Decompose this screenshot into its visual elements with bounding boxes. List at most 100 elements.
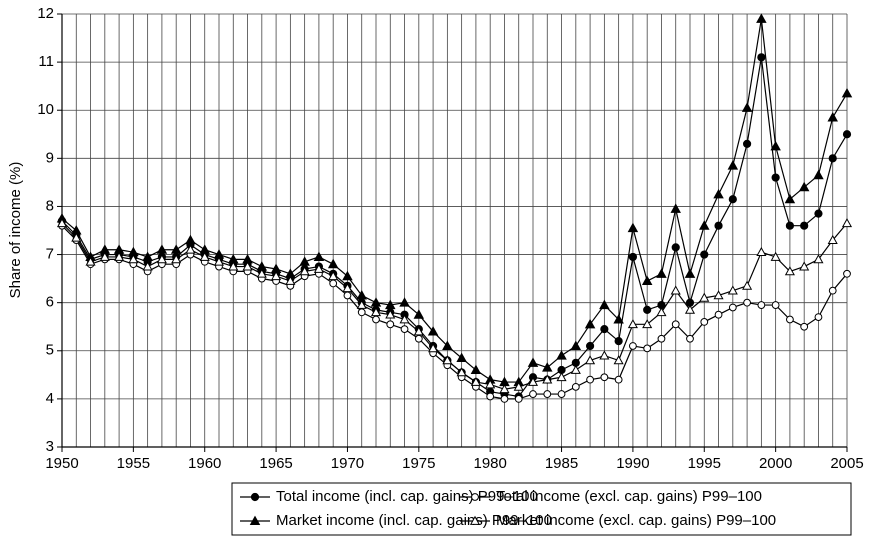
point bbox=[556, 350, 567, 360]
point bbox=[399, 314, 410, 324]
point bbox=[784, 266, 795, 276]
point bbox=[814, 209, 823, 218]
point bbox=[385, 299, 396, 310]
point bbox=[828, 286, 837, 295]
point bbox=[128, 254, 139, 264]
legend: Total income (incl. cap. gains) P99–100T… bbox=[231, 482, 852, 536]
point bbox=[470, 364, 482, 375]
point bbox=[313, 263, 324, 273]
y-tick-label: 3 bbox=[46, 438, 54, 455]
point bbox=[757, 301, 766, 309]
point bbox=[299, 266, 310, 276]
point bbox=[542, 374, 553, 384]
point bbox=[414, 334, 423, 343]
point bbox=[556, 372, 567, 382]
point bbox=[342, 283, 353, 293]
point bbox=[813, 254, 824, 264]
point bbox=[413, 309, 425, 319]
point bbox=[629, 342, 637, 350]
point bbox=[313, 251, 325, 261]
x-tick-label: 2000 bbox=[759, 455, 792, 472]
point bbox=[827, 112, 838, 122]
point bbox=[700, 250, 709, 259]
point bbox=[343, 291, 352, 300]
point bbox=[142, 251, 153, 261]
point bbox=[670, 285, 681, 295]
point bbox=[684, 268, 696, 278]
point bbox=[770, 140, 781, 151]
point bbox=[585, 355, 596, 365]
point bbox=[641, 275, 653, 286]
point bbox=[256, 268, 267, 278]
point bbox=[827, 234, 838, 244]
point bbox=[798, 181, 810, 192]
point bbox=[329, 279, 338, 288]
x-tick-label: 1965 bbox=[259, 455, 292, 472]
point bbox=[799, 261, 810, 271]
point bbox=[427, 326, 439, 336]
point bbox=[242, 261, 253, 271]
point bbox=[399, 297, 410, 307]
legend-marker bbox=[249, 515, 261, 526]
legend-label: Market income (incl. cap. gains) P99–100 bbox=[276, 512, 552, 529]
point bbox=[570, 364, 581, 374]
point bbox=[85, 256, 96, 266]
point bbox=[285, 275, 296, 285]
point bbox=[828, 154, 837, 163]
point bbox=[456, 352, 467, 363]
point bbox=[442, 340, 453, 350]
point bbox=[513, 381, 524, 391]
point bbox=[400, 325, 409, 334]
point bbox=[800, 221, 809, 230]
point bbox=[614, 337, 623, 346]
point bbox=[485, 379, 496, 389]
point bbox=[527, 376, 539, 386]
point bbox=[613, 314, 624, 324]
y-tick-label: 12 bbox=[37, 5, 54, 22]
point bbox=[185, 234, 196, 245]
point bbox=[727, 160, 739, 170]
point bbox=[727, 285, 738, 295]
point bbox=[613, 355, 624, 365]
y-tick-label: 9 bbox=[46, 149, 54, 166]
point bbox=[684, 304, 696, 314]
point bbox=[586, 375, 594, 384]
point bbox=[357, 308, 366, 317]
point bbox=[800, 322, 809, 331]
point bbox=[71, 232, 82, 242]
y-tick-label: 5 bbox=[46, 342, 54, 359]
legend-label: Total income (excl. cap. gains) P99–100 bbox=[496, 488, 762, 505]
point bbox=[271, 270, 282, 281]
point bbox=[627, 319, 638, 329]
point bbox=[500, 394, 509, 403]
point bbox=[114, 251, 125, 261]
point bbox=[599, 350, 610, 360]
x-tick-label: 1955 bbox=[117, 455, 150, 472]
point bbox=[342, 270, 353, 281]
point bbox=[299, 256, 310, 266]
legend-marker bbox=[469, 515, 481, 525]
point bbox=[56, 218, 68, 228]
point bbox=[600, 373, 609, 382]
point bbox=[686, 334, 694, 343]
point bbox=[813, 169, 824, 180]
point bbox=[156, 244, 168, 254]
point bbox=[614, 375, 623, 384]
point bbox=[699, 292, 710, 302]
point bbox=[741, 102, 753, 112]
point bbox=[784, 193, 796, 204]
point bbox=[386, 320, 395, 329]
x-tick-label: 1970 bbox=[331, 455, 364, 472]
point bbox=[670, 203, 681, 213]
point bbox=[714, 221, 723, 230]
point bbox=[713, 188, 724, 199]
x-tick-label: 1990 bbox=[616, 455, 649, 472]
point bbox=[756, 13, 767, 23]
point bbox=[600, 325, 609, 334]
y-tick-label: 8 bbox=[46, 197, 54, 214]
point bbox=[699, 220, 710, 230]
point bbox=[756, 246, 767, 257]
legend-label: Market income (excl. cap. gains) P99–100 bbox=[496, 512, 776, 529]
y-tick-label: 4 bbox=[46, 390, 54, 407]
series-line bbox=[61, 57, 848, 398]
